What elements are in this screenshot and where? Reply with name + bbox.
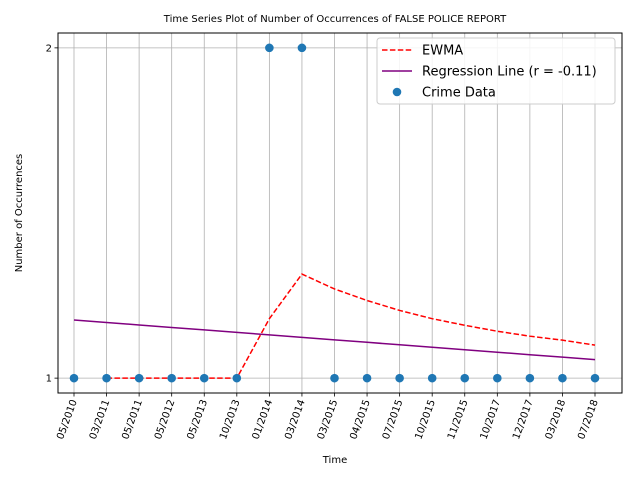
legend-label-1: Regression Line (r = -0.11) [422,65,597,80]
data-point [167,373,176,383]
y-axis-ticks: 12 [46,43,58,385]
data-point [265,43,274,53]
series-line-0 [106,273,596,379]
data-point [102,373,111,383]
data-point [493,373,502,383]
legend-swatch-2 [392,87,402,97]
y-tick-label: 1 [46,374,52,385]
data-point [297,43,307,53]
series-lines [73,273,596,379]
series-line-1 [73,319,596,361]
series-points [69,43,600,383]
data-point [199,373,209,383]
data-point [525,373,535,383]
data-point [590,373,600,383]
legend-box [376,37,616,105]
y-axis-title: Number of Occurrences [14,154,25,273]
legend: EWMA Regression Line (r = -0.11) Crime Dat… [376,37,616,105]
legend-label-2: Crime Data [422,86,496,101]
data-point [362,373,372,383]
data-point [460,373,470,383]
y-tick-label: 2 [46,43,52,54]
data-point [427,373,437,383]
legend-label-0: EWMA [422,44,463,59]
data-point [232,373,242,383]
plot-frame [57,32,623,394]
data-point [395,373,404,383]
data-point [69,373,79,383]
data-point [134,373,144,383]
data-point [330,373,339,383]
data-point [558,373,567,383]
chart-title: Time Series Plot of Number of Occurrence… [163,14,507,25]
x-axis-title: Time [322,455,347,466]
